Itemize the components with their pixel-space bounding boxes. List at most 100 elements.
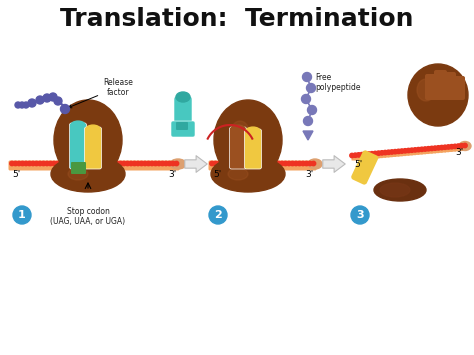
Circle shape — [174, 161, 179, 166]
Circle shape — [23, 102, 29, 108]
Ellipse shape — [170, 159, 186, 169]
Ellipse shape — [408, 64, 468, 126]
Ellipse shape — [176, 92, 190, 102]
Circle shape — [390, 150, 394, 154]
Circle shape — [302, 72, 311, 82]
Circle shape — [386, 150, 391, 154]
FancyBboxPatch shape — [425, 74, 438, 100]
FancyBboxPatch shape — [209, 160, 317, 170]
Circle shape — [17, 161, 21, 166]
Circle shape — [290, 161, 295, 166]
Text: 3': 3' — [455, 148, 463, 157]
Circle shape — [97, 161, 102, 166]
Circle shape — [383, 151, 387, 155]
Text: Translation:  Termination: Translation: Termination — [60, 7, 414, 31]
FancyBboxPatch shape — [443, 72, 456, 100]
FancyBboxPatch shape — [405, 149, 410, 156]
Circle shape — [94, 161, 98, 166]
Circle shape — [439, 145, 444, 150]
FancyBboxPatch shape — [355, 153, 360, 160]
Ellipse shape — [71, 121, 89, 143]
Text: Stop codon
(UAG, UAA, or UGA): Stop codon (UAG, UAA, or UGA) — [50, 207, 126, 226]
Circle shape — [52, 161, 56, 166]
FancyBboxPatch shape — [245, 129, 262, 169]
Circle shape — [27, 161, 32, 166]
Circle shape — [294, 161, 298, 166]
Circle shape — [393, 149, 397, 154]
Ellipse shape — [214, 100, 282, 180]
Circle shape — [376, 151, 381, 155]
Circle shape — [259, 161, 263, 166]
FancyBboxPatch shape — [395, 150, 400, 157]
Circle shape — [308, 105, 317, 115]
FancyBboxPatch shape — [445, 145, 449, 152]
Circle shape — [171, 161, 175, 166]
Circle shape — [69, 161, 73, 166]
Circle shape — [266, 161, 270, 166]
Circle shape — [303, 116, 312, 126]
Circle shape — [91, 161, 95, 166]
Polygon shape — [303, 131, 313, 140]
Ellipse shape — [231, 121, 249, 143]
Circle shape — [20, 161, 25, 166]
FancyBboxPatch shape — [428, 147, 433, 154]
Circle shape — [115, 161, 119, 166]
Circle shape — [132, 161, 137, 166]
FancyBboxPatch shape — [438, 146, 443, 153]
FancyBboxPatch shape — [441, 146, 446, 153]
FancyBboxPatch shape — [461, 144, 466, 151]
Ellipse shape — [51, 156, 125, 192]
Ellipse shape — [228, 168, 248, 180]
FancyArrowPatch shape — [185, 155, 207, 172]
FancyBboxPatch shape — [84, 127, 101, 169]
Circle shape — [150, 161, 154, 166]
FancyBboxPatch shape — [352, 153, 356, 160]
Circle shape — [19, 102, 25, 108]
Circle shape — [34, 161, 39, 166]
Circle shape — [449, 144, 454, 149]
Circle shape — [13, 161, 18, 166]
Circle shape — [373, 151, 377, 155]
Circle shape — [108, 161, 112, 166]
Circle shape — [48, 161, 53, 166]
Ellipse shape — [459, 142, 471, 151]
Circle shape — [446, 145, 451, 149]
Circle shape — [287, 161, 291, 166]
Circle shape — [41, 161, 46, 166]
Circle shape — [262, 161, 267, 166]
Circle shape — [59, 161, 63, 166]
Circle shape — [280, 161, 284, 166]
Circle shape — [111, 161, 116, 166]
Ellipse shape — [54, 100, 122, 180]
Ellipse shape — [71, 121, 85, 129]
Circle shape — [443, 145, 447, 149]
FancyBboxPatch shape — [421, 147, 426, 154]
FancyBboxPatch shape — [358, 153, 363, 160]
Circle shape — [308, 161, 312, 166]
FancyBboxPatch shape — [176, 122, 188, 130]
Circle shape — [125, 161, 130, 166]
Circle shape — [122, 161, 126, 166]
Text: Release
factor: Release factor — [69, 78, 133, 108]
Circle shape — [118, 161, 123, 166]
Circle shape — [366, 152, 371, 156]
Ellipse shape — [231, 125, 245, 133]
Circle shape — [38, 161, 42, 166]
Circle shape — [129, 161, 133, 166]
Circle shape — [101, 161, 105, 166]
Circle shape — [213, 161, 218, 166]
FancyBboxPatch shape — [229, 127, 246, 169]
Circle shape — [459, 143, 464, 148]
Circle shape — [252, 161, 256, 166]
Circle shape — [43, 94, 51, 102]
Circle shape — [54, 97, 62, 105]
Circle shape — [61, 104, 70, 114]
FancyBboxPatch shape — [392, 150, 396, 157]
Circle shape — [396, 149, 401, 154]
Circle shape — [363, 152, 367, 157]
Circle shape — [453, 144, 457, 149]
FancyBboxPatch shape — [9, 160, 180, 170]
Circle shape — [311, 161, 316, 166]
Text: 5': 5' — [213, 170, 221, 179]
Circle shape — [269, 161, 273, 166]
